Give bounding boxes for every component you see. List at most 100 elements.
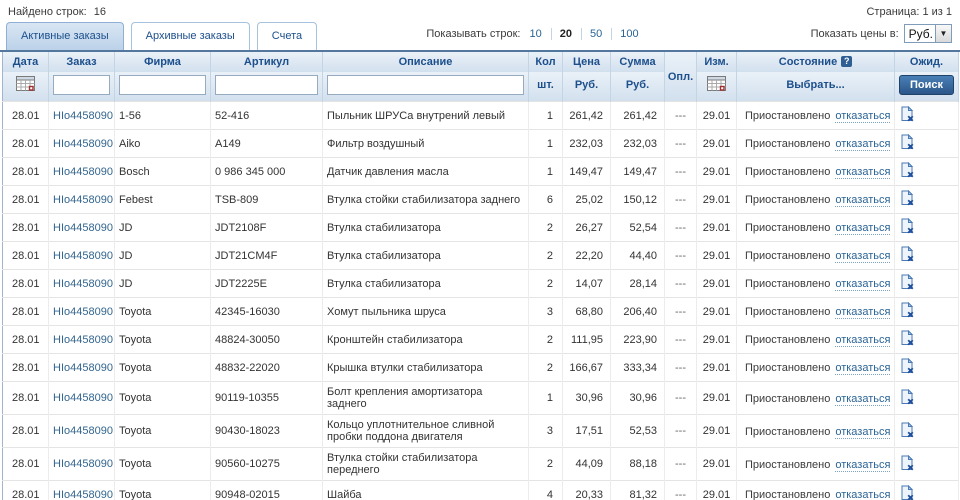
- changed-date: 29.01: [697, 186, 737, 214]
- col-header-state[interactable]: Состояние?: [737, 52, 895, 72]
- col-header-paid[interactable]: Опл.: [665, 52, 697, 102]
- order-number-link[interactable]: HIo4458090: [53, 194, 113, 206]
- rows-per-page-10[interactable]: 10: [527, 28, 543, 40]
- order-number-link[interactable]: HIo4458090: [53, 306, 113, 318]
- paid-status: ---: [665, 448, 697, 481]
- help-icon[interactable]: ?: [841, 56, 852, 67]
- price: 26,27: [563, 214, 611, 242]
- tabs-row: Активные заказы Архивные заказы Счета По…: [0, 18, 960, 50]
- currency-select[interactable]: Руб. ▼: [904, 24, 952, 43]
- changed-filter-calendar-icon[interactable]: [707, 75, 727, 92]
- col-header-description[interactable]: Описание: [323, 52, 529, 72]
- order-number-link[interactable]: HIo4458090: [53, 425, 113, 437]
- col-header-changed[interactable]: Изм.: [697, 52, 737, 72]
- sum: 333,34: [611, 354, 665, 382]
- order-number-link[interactable]: HIo4458090: [53, 110, 113, 122]
- refuse-document-icon[interactable]: [896, 365, 913, 377]
- col-header-sum[interactable]: Сумма: [611, 52, 665, 72]
- refuse-link[interactable]: отказаться: [835, 393, 890, 406]
- table-row: 28.01 HIo4458090 Toyota 48832-22020 Крыш…: [3, 354, 959, 382]
- refuse-document-icon[interactable]: [896, 281, 913, 293]
- description-filter-input[interactable]: [327, 75, 524, 95]
- refuse-document-icon[interactable]: [896, 141, 913, 153]
- price: 261,42: [563, 102, 611, 130]
- refuse-document-icon[interactable]: [896, 197, 913, 209]
- refuse-document-icon[interactable]: [896, 429, 913, 441]
- price-unit-label: Руб.: [563, 72, 611, 102]
- chevron-down-icon[interactable]: ▼: [935, 25, 951, 42]
- firm-name: 1-56: [115, 102, 211, 130]
- refuse-link[interactable]: отказаться: [835, 459, 890, 472]
- col-header-date[interactable]: Дата: [3, 52, 49, 72]
- tab-archive-orders[interactable]: Архивные заказы: [131, 22, 250, 50]
- col-header-article[interactable]: Артикул: [211, 52, 323, 72]
- tab-active-orders[interactable]: Активные заказы: [6, 22, 124, 50]
- refuse-link[interactable]: отказаться: [835, 110, 890, 123]
- refuse-document-icon[interactable]: [896, 492, 913, 500]
- refuse-document-icon[interactable]: [896, 225, 913, 237]
- part-description: Крышка втулки стабилизатора: [323, 354, 529, 382]
- article-number: A149: [211, 130, 323, 158]
- article-number: 0 986 345 000: [211, 158, 323, 186]
- state-filter-select[interactable]: Выбрать...: [737, 72, 895, 102]
- changed-date: 29.01: [697, 130, 737, 158]
- order-number-link[interactable]: HIo4458090: [53, 222, 113, 234]
- refuse-link[interactable]: отказаться: [835, 250, 890, 263]
- refuse-link[interactable]: отказаться: [835, 278, 890, 291]
- tab-invoices[interactable]: Счета: [257, 22, 317, 50]
- col-header-firm[interactable]: Фирма: [115, 52, 211, 72]
- order-number-link[interactable]: HIo4458090: [53, 362, 113, 374]
- rows-per-page-100[interactable]: 100: [611, 28, 640, 40]
- order-number-link[interactable]: HIo4458090: [53, 334, 113, 346]
- firm-filter-input[interactable]: [119, 75, 206, 95]
- refuse-link[interactable]: отказаться: [835, 166, 890, 179]
- table-row: 28.01 HIo4458090 1-56 52-416 Пыльник ШРУ…: [3, 102, 959, 130]
- article-filter-input[interactable]: [215, 75, 318, 95]
- order-date: 28.01: [3, 242, 49, 270]
- order-number-link[interactable]: HIo4458090: [53, 458, 113, 470]
- part-description: Втулка стабилизатора: [323, 214, 529, 242]
- refuse-document-icon[interactable]: [896, 169, 913, 181]
- search-button[interactable]: Поиск: [899, 75, 954, 95]
- refuse-document-icon[interactable]: [896, 337, 913, 349]
- refuse-document-icon[interactable]: [896, 113, 913, 125]
- rows-per-page-50[interactable]: 50: [581, 28, 604, 40]
- order-number-link[interactable]: HIo4458090: [53, 166, 113, 178]
- refuse-link[interactable]: отказаться: [835, 222, 890, 235]
- order-filter-input[interactable]: [53, 75, 110, 95]
- col-header-qty[interactable]: Кол: [529, 52, 563, 72]
- paid-status: ---: [665, 214, 697, 242]
- refuse-document-icon[interactable]: [896, 462, 913, 474]
- date-filter-calendar-icon[interactable]: [16, 75, 36, 92]
- order-date: 28.01: [3, 186, 49, 214]
- order-number-link[interactable]: HIo4458090: [53, 278, 113, 290]
- quantity: 1: [529, 130, 563, 158]
- rows-per-page-20-selected[interactable]: 20: [551, 28, 574, 40]
- order-number-link[interactable]: HIo4458090: [53, 138, 113, 150]
- refuse-link[interactable]: отказаться: [835, 426, 890, 439]
- order-number-link[interactable]: HIo4458090: [53, 392, 113, 404]
- refuse-document-icon[interactable]: [896, 396, 913, 408]
- refuse-link[interactable]: отказаться: [835, 194, 890, 207]
- refuse-document-icon[interactable]: [896, 253, 913, 265]
- order-date: 28.01: [3, 102, 49, 130]
- status-badge: Приостановлено: [745, 222, 830, 234]
- col-header-wait[interactable]: Ожид.: [895, 52, 959, 72]
- col-header-order[interactable]: Заказ: [49, 52, 115, 72]
- order-number-link[interactable]: HIo4458090: [53, 489, 113, 500]
- orders-table-body: 28.01 HIo4458090 1-56 52-416 Пыльник ШРУ…: [3, 102, 959, 500]
- sum: 88,18: [611, 448, 665, 481]
- firm-name: Toyota: [115, 382, 211, 415]
- refuse-link[interactable]: отказаться: [835, 334, 890, 347]
- part-description: Болт крепления амортизатора заднего: [323, 382, 529, 415]
- col-header-price[interactable]: Цена: [563, 52, 611, 72]
- quantity: 1: [529, 382, 563, 415]
- table-row: 28.01 HIo4458090 Febest TSB-809 Втулка с…: [3, 186, 959, 214]
- quantity: 2: [529, 242, 563, 270]
- refuse-link[interactable]: отказаться: [835, 489, 890, 500]
- refuse-document-icon[interactable]: [896, 309, 913, 321]
- refuse-link[interactable]: отказаться: [835, 138, 890, 151]
- refuse-link[interactable]: отказаться: [835, 306, 890, 319]
- refuse-link[interactable]: отказаться: [835, 362, 890, 375]
- order-number-link[interactable]: HIo4458090: [53, 250, 113, 262]
